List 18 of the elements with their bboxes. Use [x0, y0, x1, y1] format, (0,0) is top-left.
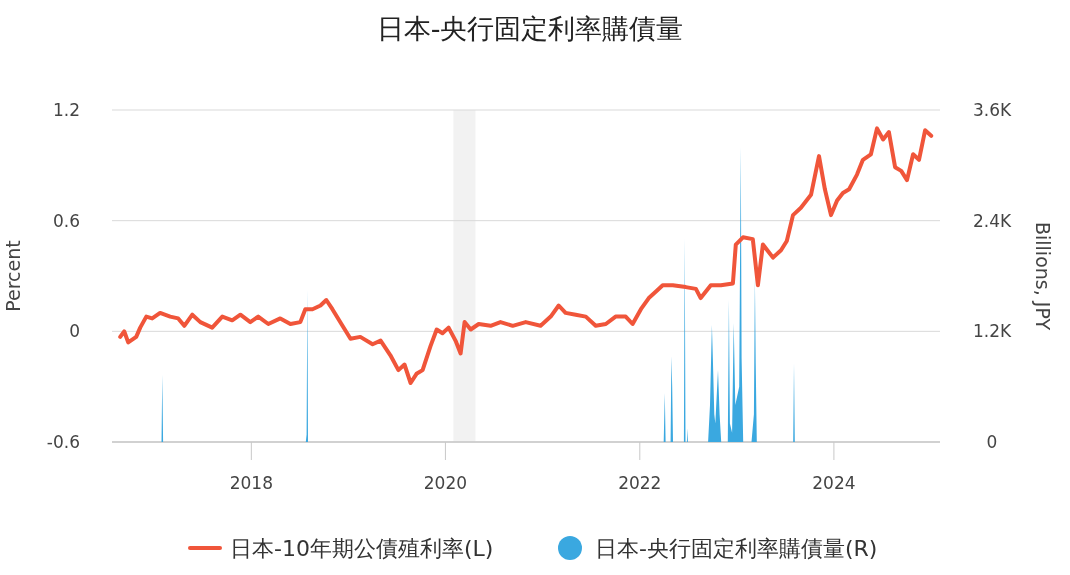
- line-series: [118, 126, 934, 385]
- y-tick-label: 1.2: [52, 100, 80, 120]
- y2-tick-label: 3.6K: [972, 100, 1012, 120]
- y-tick-label: -0.6: [46, 432, 80, 452]
- y2-tick-label: 0: [986, 432, 998, 452]
- x-tick-label: 2020: [423, 473, 468, 493]
- y-axis-title: Percent: [2, 240, 24, 312]
- chart-title: 日本-央行固定利率購債量: [376, 13, 684, 44]
- x-tick-label: 2022: [618, 473, 662, 493]
- y2-axis-title: Billions, JPY: [1032, 221, 1054, 331]
- y-tick-label: 0: [69, 321, 80, 342]
- legend-label: 日本-央行固定利率購債量(R): [595, 536, 878, 561]
- legend-label: 日本-10年期公債殖利率(L): [230, 536, 494, 561]
- x-tick-label: 2024: [812, 473, 856, 493]
- y2-tick-label: 1.2K: [972, 321, 1012, 342]
- y-tick-label: 0.6: [52, 210, 80, 231]
- x-tick-label: 2018: [229, 473, 273, 493]
- y2-tick-label: 2.4K: [972, 210, 1012, 231]
